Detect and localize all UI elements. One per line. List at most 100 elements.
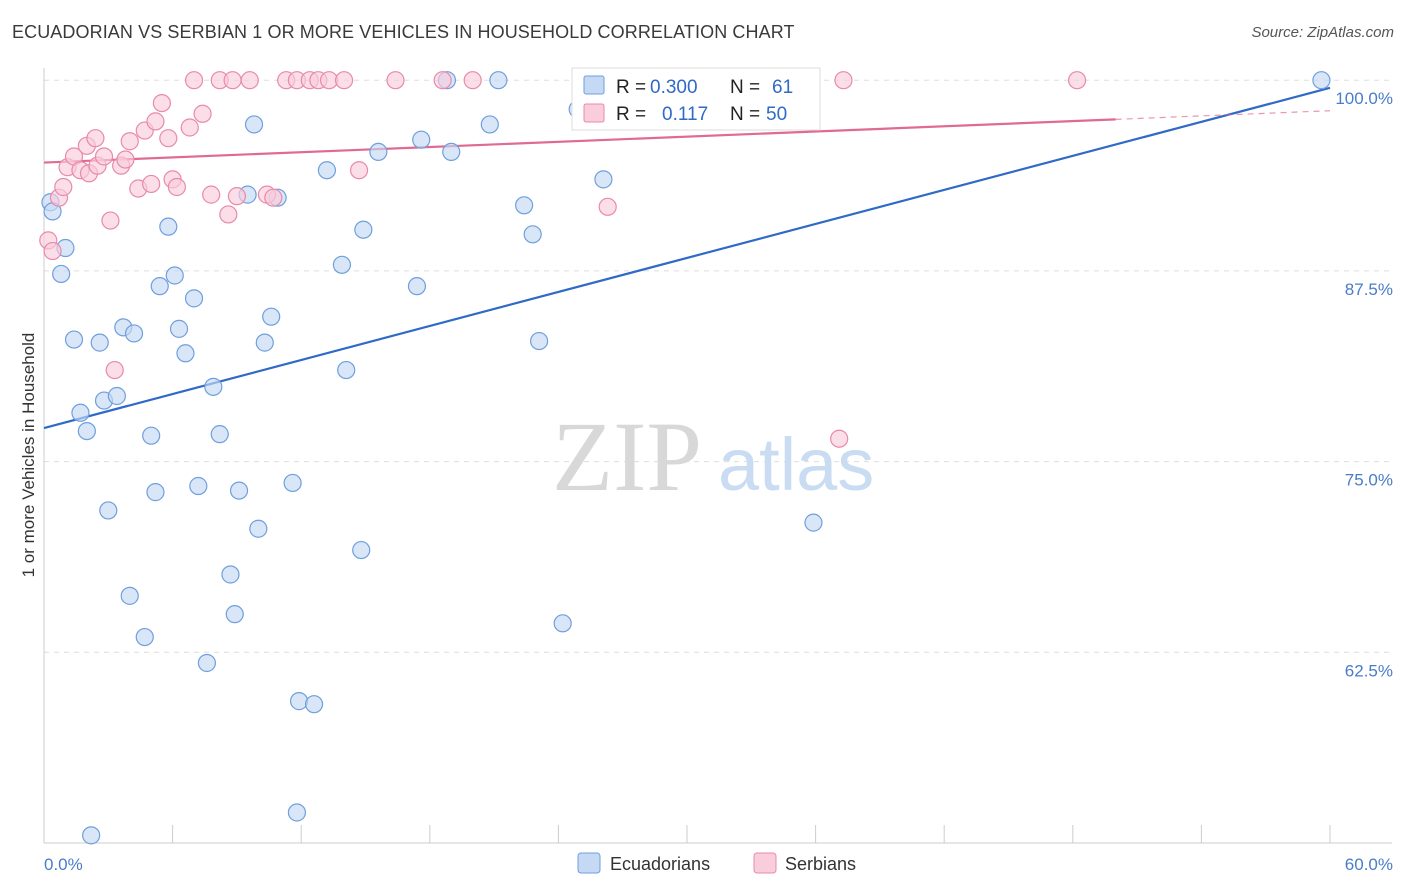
legend-r-label: R = — [616, 104, 646, 125]
bottom-legend-label-ecuadorians: Ecuadorians — [610, 854, 710, 874]
point-ecuadorians — [407, 277, 427, 296]
point-ecuadorians — [244, 115, 264, 134]
watermark-zip-text: ZIP — [552, 401, 702, 512]
point-ecuadorians — [530, 331, 549, 351]
point-ecuadorians — [283, 473, 302, 493]
point-ecuadorians — [82, 826, 101, 845]
point-ecuadorians — [107, 386, 126, 406]
point-serbians — [159, 129, 178, 148]
point-ecuadorians — [176, 344, 195, 363]
point-ecuadorians — [262, 307, 281, 326]
point-serbians — [54, 177, 73, 197]
data-points — [39, 71, 1331, 845]
point-ecuadorians — [165, 266, 184, 285]
point-ecuadorians — [332, 255, 352, 274]
point-ecuadorians — [71, 403, 90, 422]
trend-lines — [43, 86, 1331, 430]
point-ecuadorians — [189, 476, 208, 496]
point-ecuadorians — [1312, 71, 1331, 90]
y-tick-label: 62.5% — [1345, 661, 1393, 680]
x-tick-label: 0.0% — [44, 855, 83, 874]
point-ecuadorians — [146, 483, 165, 502]
trend-line-serbians — [43, 118, 1116, 164]
point-serbians — [152, 93, 171, 113]
point-serbians — [830, 429, 849, 448]
point-ecuadorians — [804, 513, 823, 532]
point-serbians — [167, 177, 186, 197]
point-ecuadorians — [225, 605, 244, 624]
legend-swatch-ecuadorians — [583, 75, 605, 95]
point-ecuadorians — [304, 695, 324, 714]
y-tick-labels: 100.0% 87.5% 75.0% 62.5% — [1335, 89, 1393, 680]
point-ecuadorians — [142, 426, 161, 445]
point-ecuadorians — [480, 115, 499, 134]
point-serbians — [1067, 71, 1087, 90]
axes — [43, 68, 1392, 844]
point-ecuadorians — [77, 421, 96, 441]
point-ecuadorians — [489, 71, 508, 90]
point-serbians — [264, 188, 283, 207]
legend-n-label: N = — [730, 104, 760, 125]
point-ecuadorians — [442, 142, 461, 162]
point-ecuadorians — [150, 277, 169, 296]
x-tick-labels: 0.0% 60.0% — [44, 855, 1393, 874]
point-serbians — [101, 211, 120, 230]
point-ecuadorians — [287, 803, 307, 822]
point-ecuadorians — [369, 142, 388, 162]
legend-r-label: R = — [616, 77, 646, 98]
point-ecuadorians — [229, 481, 249, 500]
point-serbians — [202, 185, 221, 204]
watermark: ZIP atlas — [552, 401, 874, 512]
point-ecuadorians — [255, 333, 274, 352]
point-ecuadorians — [553, 614, 572, 633]
point-ecuadorians — [412, 130, 431, 149]
legend-r-value: 0.300 — [650, 77, 698, 98]
y-tick-label: 87.5% — [1345, 280, 1393, 299]
bottom-legend-label-serbians: Serbians — [785, 854, 856, 874]
point-ecuadorians — [204, 377, 223, 396]
point-serbians — [184, 71, 204, 90]
source-credit: Source: ZipAtlas.com — [1251, 24, 1394, 41]
legend-swatch-serbians — [583, 103, 605, 123]
point-ecuadorians — [124, 324, 144, 343]
point-serbians — [334, 71, 354, 90]
legend-r-value: 0.117 — [662, 104, 708, 125]
bottom-legend: Ecuadorians Serbians — [577, 852, 856, 874]
y-tick-label: 75.0% — [1345, 471, 1393, 490]
legend-n-value: 50 — [766, 104, 787, 125]
legend-n-label: N = — [730, 77, 760, 98]
point-ecuadorians — [523, 225, 542, 244]
bottom-legend-swatch-serbians — [753, 852, 777, 874]
y-axis-label: 1 or more Vehicles in Household — [19, 333, 38, 578]
bottom-legend-swatch-ecuadorians — [577, 852, 601, 874]
point-ecuadorians — [90, 333, 109, 352]
point-serbians — [223, 71, 242, 90]
trend-line-ecuadorians — [43, 86, 1331, 430]
point-serbians — [142, 174, 161, 194]
point-serbians — [116, 150, 135, 169]
point-serbians — [120, 132, 139, 151]
point-serbians — [43, 241, 62, 261]
point-serbians — [349, 161, 369, 180]
point-ecuadorians — [184, 289, 204, 308]
point-ecuadorians — [159, 217, 178, 236]
point-ecuadorians — [64, 330, 84, 349]
point-ecuadorians — [352, 540, 371, 560]
point-ecuadorians — [99, 501, 118, 520]
point-ecuadorians — [169, 319, 189, 338]
point-serbians — [240, 71, 259, 90]
point-serbians — [834, 71, 853, 90]
point-ecuadorians — [249, 519, 268, 538]
point-ecuadorians — [354, 220, 373, 239]
point-serbians — [105, 360, 124, 380]
watermark-atlas-text: atlas — [718, 423, 874, 506]
legend-frame — [571, 67, 821, 131]
point-serbians — [94, 147, 114, 166]
point-ecuadorians — [594, 170, 613, 189]
legend-n-value: 61 — [772, 77, 793, 98]
point-serbians — [463, 71, 482, 90]
point-serbians — [219, 205, 238, 224]
point-serbians — [86, 129, 105, 148]
point-ecuadorians — [135, 627, 154, 647]
